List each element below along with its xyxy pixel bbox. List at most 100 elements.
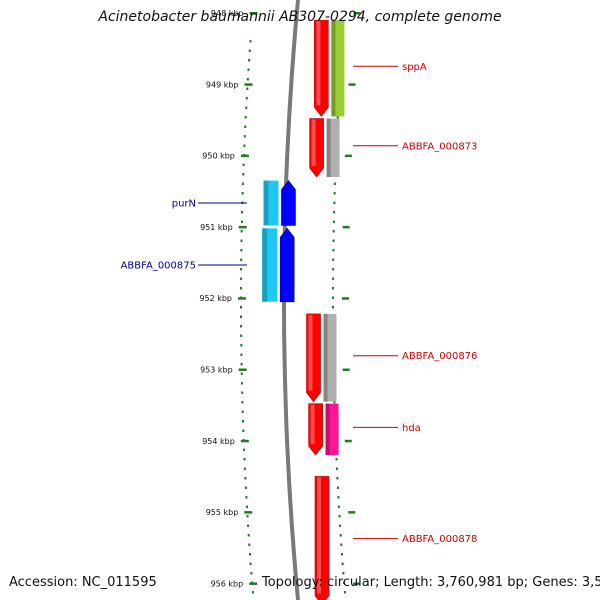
inner-guide-dot <box>243 448 246 451</box>
inner-guide-dot <box>242 163 245 166</box>
outer-guide-dot <box>336 116 339 119</box>
gene-label-abbfa-000878[interactable]: ABBFA_000878 <box>402 534 477 545</box>
tick-label: 955 kbp <box>206 508 239 517</box>
gene-label-abbfa-000875[interactable]: ABBFA_000875 <box>121 261 196 272</box>
inner-guide-dot <box>245 505 248 508</box>
inner-guide-dot <box>248 543 251 546</box>
outer-guide-dot <box>337 496 340 499</box>
inner-guide-dot <box>240 287 242 290</box>
tick-label: 948 kbp <box>211 9 244 18</box>
outer-guide-dot <box>333 192 336 195</box>
inner-guide-dot <box>241 401 244 404</box>
inner-guide-dot <box>245 496 248 499</box>
gene-highlight <box>311 119 316 166</box>
tick-mark-outer <box>344 154 352 158</box>
outer-guide-dot <box>333 201 336 204</box>
outer-guide-dot <box>337 505 340 508</box>
outer-guide-dot <box>336 477 339 480</box>
outer-guide-dot <box>332 249 335 252</box>
inner-guide-dot <box>240 363 243 366</box>
tick-mark-inner <box>244 511 253 514</box>
outer-guide-dot <box>332 306 334 309</box>
gene-label-abbfa-000876[interactable]: ABBFA_000876 <box>402 351 477 362</box>
inner-guide-dot <box>240 353 243 356</box>
tick-label: 956 kbp <box>211 579 244 588</box>
tick-mark-outer <box>342 368 350 371</box>
inner-guide-dot <box>245 97 248 100</box>
inner-guide-dot <box>240 334 243 337</box>
cog-bar-shade <box>323 313 328 402</box>
cog-bar-shade <box>331 20 336 117</box>
tick-mark-inner <box>238 297 246 300</box>
tick-label: 954 kbp <box>202 437 235 446</box>
outer-guide-dot <box>333 401 336 404</box>
inner-guide-dot <box>242 420 244 423</box>
tick-label: 951 kbp <box>200 223 233 232</box>
inner-guide-dot <box>240 220 243 223</box>
outer-guide-dot <box>332 268 335 271</box>
cog-bar-shade <box>263 180 269 226</box>
tick-mark-inner <box>249 12 258 15</box>
inner-guide-dot <box>243 467 246 470</box>
outer-guide-dot <box>332 230 335 233</box>
tick-mark-outer <box>344 439 352 443</box>
inner-guide-dot <box>246 515 249 518</box>
inner-guide-dot <box>240 372 243 375</box>
tick-label: 953 kbp <box>200 366 233 375</box>
outer-guide-dot <box>336 486 339 489</box>
inner-guide-dot <box>244 477 247 480</box>
tick-mark-inner <box>238 368 247 371</box>
gene-label-abbfa-000873[interactable]: ABBFA_000873 <box>402 141 477 152</box>
tick-label: 952 kbp <box>199 294 232 303</box>
cog-bar-shade <box>262 228 268 302</box>
outer-guide-dot <box>332 296 334 299</box>
inner-guide-dot <box>242 173 245 176</box>
inner-guide-dot <box>247 534 250 537</box>
inner-guide-dot <box>241 410 244 413</box>
inner-guide-dot <box>247 68 250 71</box>
tick-mark-outer <box>342 297 349 300</box>
inner-guide-dot <box>240 325 243 328</box>
inner-guide-dot <box>244 116 247 119</box>
tick-mark-outer <box>348 511 356 514</box>
outer-guide-dot <box>332 258 335 261</box>
inner-guide-dot <box>251 591 254 594</box>
tick-mark-outer <box>348 83 356 86</box>
inner-guide-dot <box>243 144 246 147</box>
gene-highlight <box>308 314 313 391</box>
inner-guide-dot <box>240 268 243 271</box>
inner-guide-dot <box>241 192 244 195</box>
tick-mark-outer <box>353 582 361 585</box>
map-title: Acinetobacter baumannii AB307-0294, comp… <box>98 9 502 25</box>
inner-guide-dot <box>250 572 253 575</box>
gene-label-hda[interactable]: hda <box>402 423 421 434</box>
outer-guide-dot <box>335 467 338 470</box>
outer-guide-dot <box>343 591 346 594</box>
inner-guide-dot <box>249 562 252 565</box>
gene-arrow-purn[interactable] <box>281 180 296 226</box>
gene-arrow-abbfa-000875[interactable] <box>279 227 295 303</box>
inner-guide-dot <box>241 182 244 185</box>
tick-mark-outer <box>342 225 350 229</box>
gene-highlight <box>310 404 315 444</box>
outer-guide-dot <box>332 220 335 223</box>
inner-guide-dot <box>243 135 246 138</box>
tick-mark-inner <box>244 83 253 86</box>
accession-text: Accession: NC_011595 <box>9 575 157 590</box>
outer-guide-dot <box>332 287 334 290</box>
gene-label-purn[interactable]: purN <box>172 199 196 210</box>
tick-mark-outer <box>353 12 361 15</box>
inner-guide-dot <box>240 258 243 261</box>
gene-label-sppa[interactable]: sppA <box>402 62 427 73</box>
inner-guide-dot <box>249 553 251 556</box>
inner-guide-dot <box>249 40 252 43</box>
tick-label: 950 kbp <box>202 152 235 161</box>
inner-guide-dot <box>244 486 247 489</box>
gene-highlight <box>317 477 321 594</box>
tick-mark-inner <box>238 225 247 229</box>
gene-highlight <box>316 21 321 106</box>
tick-mark-inner <box>240 154 249 158</box>
inner-guide-dot <box>247 524 250 527</box>
tick-label: 949 kbp <box>206 80 239 89</box>
